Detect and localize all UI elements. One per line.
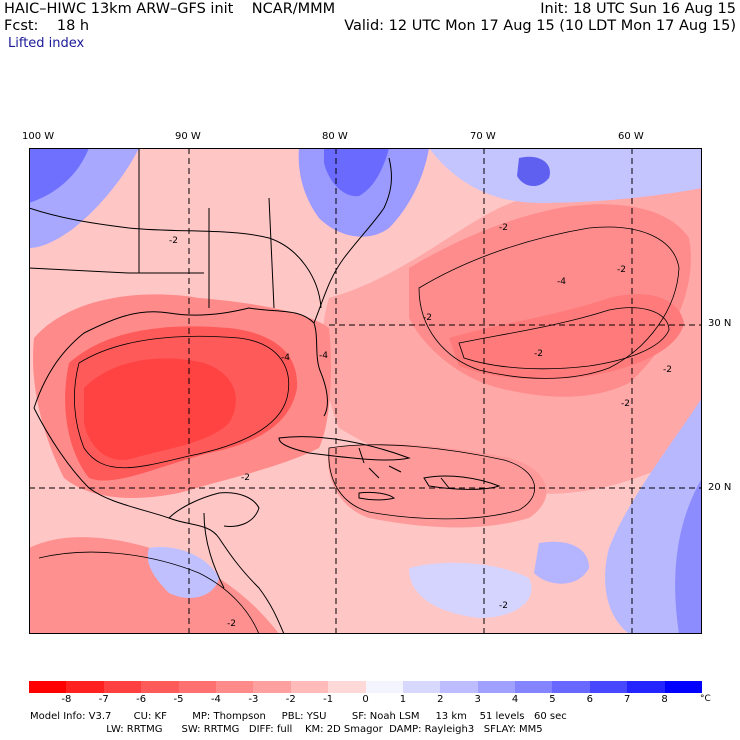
colorbar-tick-label: 8 <box>661 694 668 705</box>
contour-label: -4 <box>319 351 328 361</box>
field-name: Lifted index <box>8 36 85 51</box>
contour-label: -2 <box>423 313 432 323</box>
contour-label: -4 <box>281 353 290 363</box>
field-caribbean <box>328 443 547 528</box>
lon-label-60w: 60 W <box>618 131 644 142</box>
contour-lines <box>38 226 680 634</box>
colorbar-tick-label: -7 <box>98 694 109 705</box>
colorbar-swatch <box>627 681 666 693</box>
colorbar-tick-label: 7 <box>624 694 631 705</box>
contour-label: -2 <box>663 365 672 375</box>
forecast-hour: Fcst: 18 h <box>4 18 90 34</box>
lifted-index-map: -2 -2 -2 -4 -2 -4 -2 -2 -2 -2 -2 -4 -2 <box>29 148 702 634</box>
colorbar-swatch <box>178 681 217 693</box>
colorbar-unit: °C <box>700 694 711 704</box>
field-east-pacific-stable <box>147 547 219 598</box>
contour-labels: -2 -2 -2 -4 -2 -4 -2 -2 -2 -2 -2 -4 -2 <box>169 223 672 629</box>
colorbar-tick-label: -4 <box>210 694 221 705</box>
colorbar-swatch <box>365 681 404 693</box>
colorbar-tick-label: 0 <box>362 694 369 705</box>
colorbar-tick-label: 2 <box>437 694 444 705</box>
valid-time: Valid: 12 UTC Mon 17 Aug 15 (10 LDT Mon … <box>344 18 736 34</box>
colorbar-tick-label: -2 <box>285 694 296 705</box>
contour-label: -2 <box>621 399 630 409</box>
field-caribbean-stable <box>534 541 589 584</box>
contour-label: -2 <box>169 236 178 246</box>
lat-label-30n: 30 N <box>708 318 732 329</box>
contour-label: -2 <box>534 349 543 359</box>
field-northwest-stable-core <box>29 148 89 203</box>
colorbar-swatch <box>29 681 67 693</box>
lon-label-70w: 70 W <box>470 131 496 142</box>
colorbar-swatch <box>66 681 105 693</box>
model-info-line2: LW: RRTMG SW: RRTMG DIFF: full KM: 2D Sm… <box>30 724 543 735</box>
model-info-line1: Model Info: V3.7 CU: KF MP: Thompson PBL… <box>30 711 567 722</box>
colorbar-tick-label: 4 <box>511 694 519 705</box>
colorbar-tick-label: 3 <box>474 694 481 705</box>
field-gulf-core <box>84 358 236 460</box>
colorbar-tick-label: -5 <box>173 694 184 705</box>
colorbar-swatch <box>552 681 591 693</box>
field-northatlantic-stable <box>429 148 702 203</box>
colorbar-swatch <box>141 681 180 693</box>
contour-label: -2 <box>499 223 508 233</box>
colorbar-swatch <box>253 681 292 693</box>
model-title: HAIC–HIWC 13km ARW–GFS init NCAR/MMM <box>4 1 336 17</box>
latlon-grid <box>29 148 702 634</box>
colorbar-tick-label: -1 <box>323 694 334 705</box>
colorbar-swatch <box>402 681 441 693</box>
field-east-stable-core <box>675 478 702 634</box>
contour-label: -2 <box>227 619 236 629</box>
field-northeast-stable-core <box>324 148 389 197</box>
colorbar-swatch <box>664 681 703 693</box>
colorbar-tick-label: 6 <box>586 694 594 705</box>
colorbar-tick-label: -3 <box>248 694 259 705</box>
lon-label-100w: 100 W <box>22 131 55 142</box>
field-northatlantic-stable-core <box>517 156 550 187</box>
lon-label-90w: 90 W <box>175 131 201 142</box>
colorbar-swatch <box>440 681 479 693</box>
colorbar-swatch <box>589 681 628 693</box>
colorbar-tick-label: -6 <box>136 694 147 705</box>
map-frame <box>29 148 702 634</box>
colorbar-swatch <box>515 681 553 693</box>
contour-label: -2 <box>241 473 250 483</box>
colorbar-swatch <box>103 681 142 693</box>
lon-label-80w: 80 W <box>322 131 348 142</box>
colorbar-tick-label: 1 <box>399 694 407 705</box>
field-south-stable <box>409 562 532 618</box>
contour-label: -2 <box>617 265 626 275</box>
init-time: Init: 18 UTC Sun 16 Aug 15 <box>540 1 736 17</box>
colorbar <box>29 681 703 693</box>
colorbar-swatch <box>328 681 366 693</box>
field-central-america <box>29 537 279 634</box>
contour-label: -4 <box>557 277 566 287</box>
colorbar-swatch <box>215 681 254 693</box>
lat-label-20n: 20 N <box>708 482 732 493</box>
contour-label: -2 <box>499 601 508 611</box>
colorbar-tick-label: 5 <box>549 694 556 705</box>
colorbar-tick-label: -8 <box>61 694 72 705</box>
colorbar-swatch <box>290 681 329 693</box>
colorbar-swatch <box>477 681 516 693</box>
